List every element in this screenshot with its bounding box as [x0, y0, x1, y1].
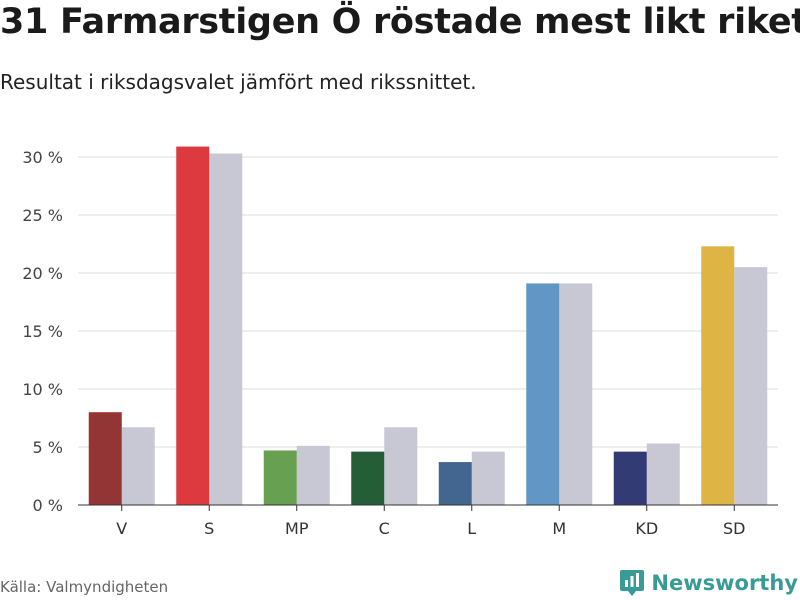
brand: Newsworthy [619, 568, 798, 598]
x-tick-label: C [379, 519, 390, 538]
bar-m [526, 283, 560, 505]
bar-l [438, 462, 472, 505]
x-tick-label: MP [285, 519, 309, 538]
y-tick-label: 15 % [22, 322, 63, 341]
newsworthy-logo-icon [620, 570, 645, 596]
source-note: Källa: Valmyndigheten [0, 578, 169, 596]
bar-rikssnitt-sd [734, 267, 768, 505]
chart-title: 31 Farmarstigen Ö röstade mest likt rike… [0, 2, 800, 42]
bar-rikssnitt-s [209, 153, 243, 505]
bar-v [88, 412, 122, 505]
x-tick-label: M [552, 519, 566, 538]
x-tick-label: S [204, 519, 214, 538]
brand-name: Newsworthy [651, 571, 798, 595]
bar-kd [613, 451, 647, 505]
bar-sd [701, 246, 735, 505]
y-tick-label: 10 % [22, 380, 63, 399]
x-tick-label: KD [635, 519, 658, 538]
y-tick-label: 30 % [22, 148, 63, 167]
bar-rikssnitt-mp [296, 445, 330, 505]
x-tick-label: SD [723, 519, 745, 538]
y-tick-label: 20 % [22, 264, 63, 283]
x-tick-label: L [467, 519, 476, 538]
bar-s [176, 146, 210, 505]
bar-rikssnitt-m [559, 283, 593, 505]
bar-c [351, 451, 385, 505]
bar-rikssnitt-l [471, 451, 505, 505]
y-tick-label: 5 % [33, 438, 63, 457]
bar-rikssnitt-v [121, 427, 155, 505]
bar-mp [263, 450, 297, 505]
bar-rikssnitt-kd [646, 443, 680, 505]
bar-rikssnitt-c [384, 427, 418, 505]
y-tick-label: 25 % [22, 206, 63, 225]
y-tick-label: 0 % [33, 496, 63, 515]
x-tick-label: V [116, 519, 127, 538]
chart-subtitle: Resultat i riksdagsvalet jämfört med rik… [0, 70, 477, 94]
